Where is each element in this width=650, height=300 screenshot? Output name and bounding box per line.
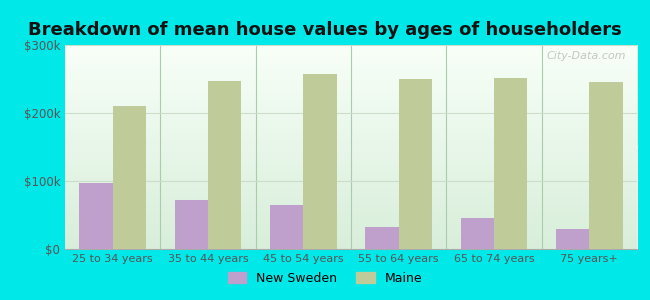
Bar xyxy=(461,218,494,249)
Bar xyxy=(494,78,527,249)
Bar xyxy=(461,218,494,249)
Bar xyxy=(208,81,241,249)
Bar xyxy=(398,79,432,249)
Bar xyxy=(365,226,398,249)
Bar xyxy=(79,183,112,249)
Text: City-Data.com: City-Data.com xyxy=(546,51,625,61)
Bar xyxy=(112,106,146,249)
Bar xyxy=(112,106,146,249)
Bar xyxy=(79,183,112,249)
Bar xyxy=(270,205,304,249)
Bar xyxy=(365,226,398,249)
Bar xyxy=(304,74,337,249)
Bar xyxy=(208,81,241,249)
Bar xyxy=(270,205,304,249)
Bar xyxy=(590,82,623,249)
Legend: New Sweden, Maine: New Sweden, Maine xyxy=(221,265,429,291)
Bar xyxy=(494,78,527,249)
Bar xyxy=(556,229,590,249)
Bar xyxy=(175,200,208,249)
Bar xyxy=(398,79,432,249)
Bar xyxy=(590,82,623,249)
Bar xyxy=(304,74,337,249)
Bar xyxy=(556,229,590,249)
Bar xyxy=(175,200,208,249)
Text: Breakdown of mean house values by ages of householders: Breakdown of mean house values by ages o… xyxy=(28,21,622,39)
